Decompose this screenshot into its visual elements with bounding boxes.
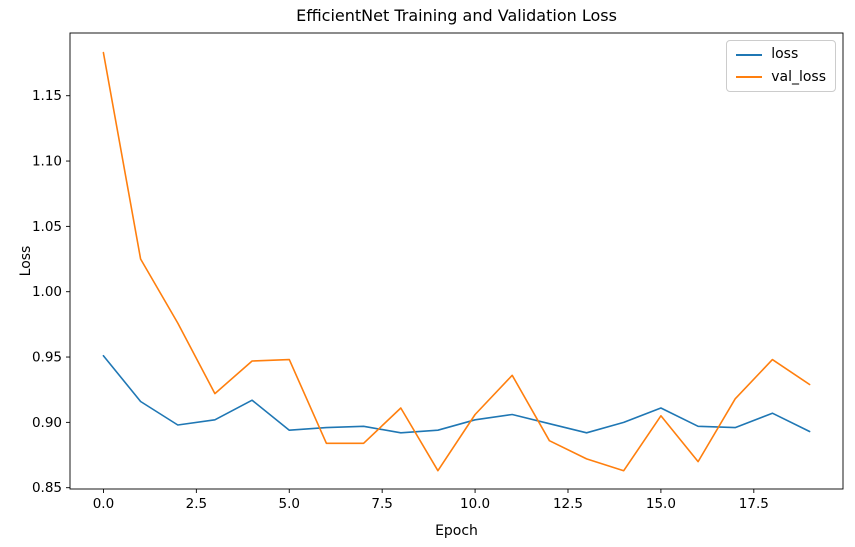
val_loss-legend-line-icon (736, 76, 763, 79)
y-tick-label: 1.05 (32, 219, 62, 235)
legend-label-loss: loss (771, 46, 799, 62)
loss-legend-line-icon (736, 53, 763, 56)
y-axis-label: Loss (18, 245, 34, 277)
y-tick-label: 0.85 (32, 480, 62, 496)
y-tick-label: 0.90 (32, 415, 62, 431)
x-tick-label: 17.5 (739, 496, 769, 512)
legend-item-val_loss: val_loss (736, 69, 826, 87)
plot-border (69, 32, 844, 490)
x-tick-label: 10.0 (460, 496, 490, 512)
x-tick-label: 5.0 (279, 496, 300, 512)
y-tick-label: 0.95 (32, 350, 62, 366)
x-tick-label: 7.5 (371, 496, 392, 512)
loss-line (102, 354, 811, 434)
x-tick-label: 2.5 (186, 496, 207, 512)
x-tick-label: 0.0 (93, 496, 114, 512)
val_loss-line (102, 51, 811, 472)
y-tick-label: 1.10 (32, 154, 62, 170)
x-axis-label: Epoch (435, 523, 478, 539)
legend-item-loss: loss (736, 46, 826, 64)
y-tick-label: 1.15 (32, 88, 62, 104)
legend-label-val_loss: val_loss (771, 68, 826, 85)
x-tick-label: 12.5 (553, 496, 583, 512)
legend: loss val_loss (726, 40, 836, 92)
y-tick-label: 1.00 (32, 284, 62, 300)
x-tick-label: 15.0 (646, 496, 676, 512)
chart-title: EfficientNet Training and Validation Los… (296, 6, 617, 25)
